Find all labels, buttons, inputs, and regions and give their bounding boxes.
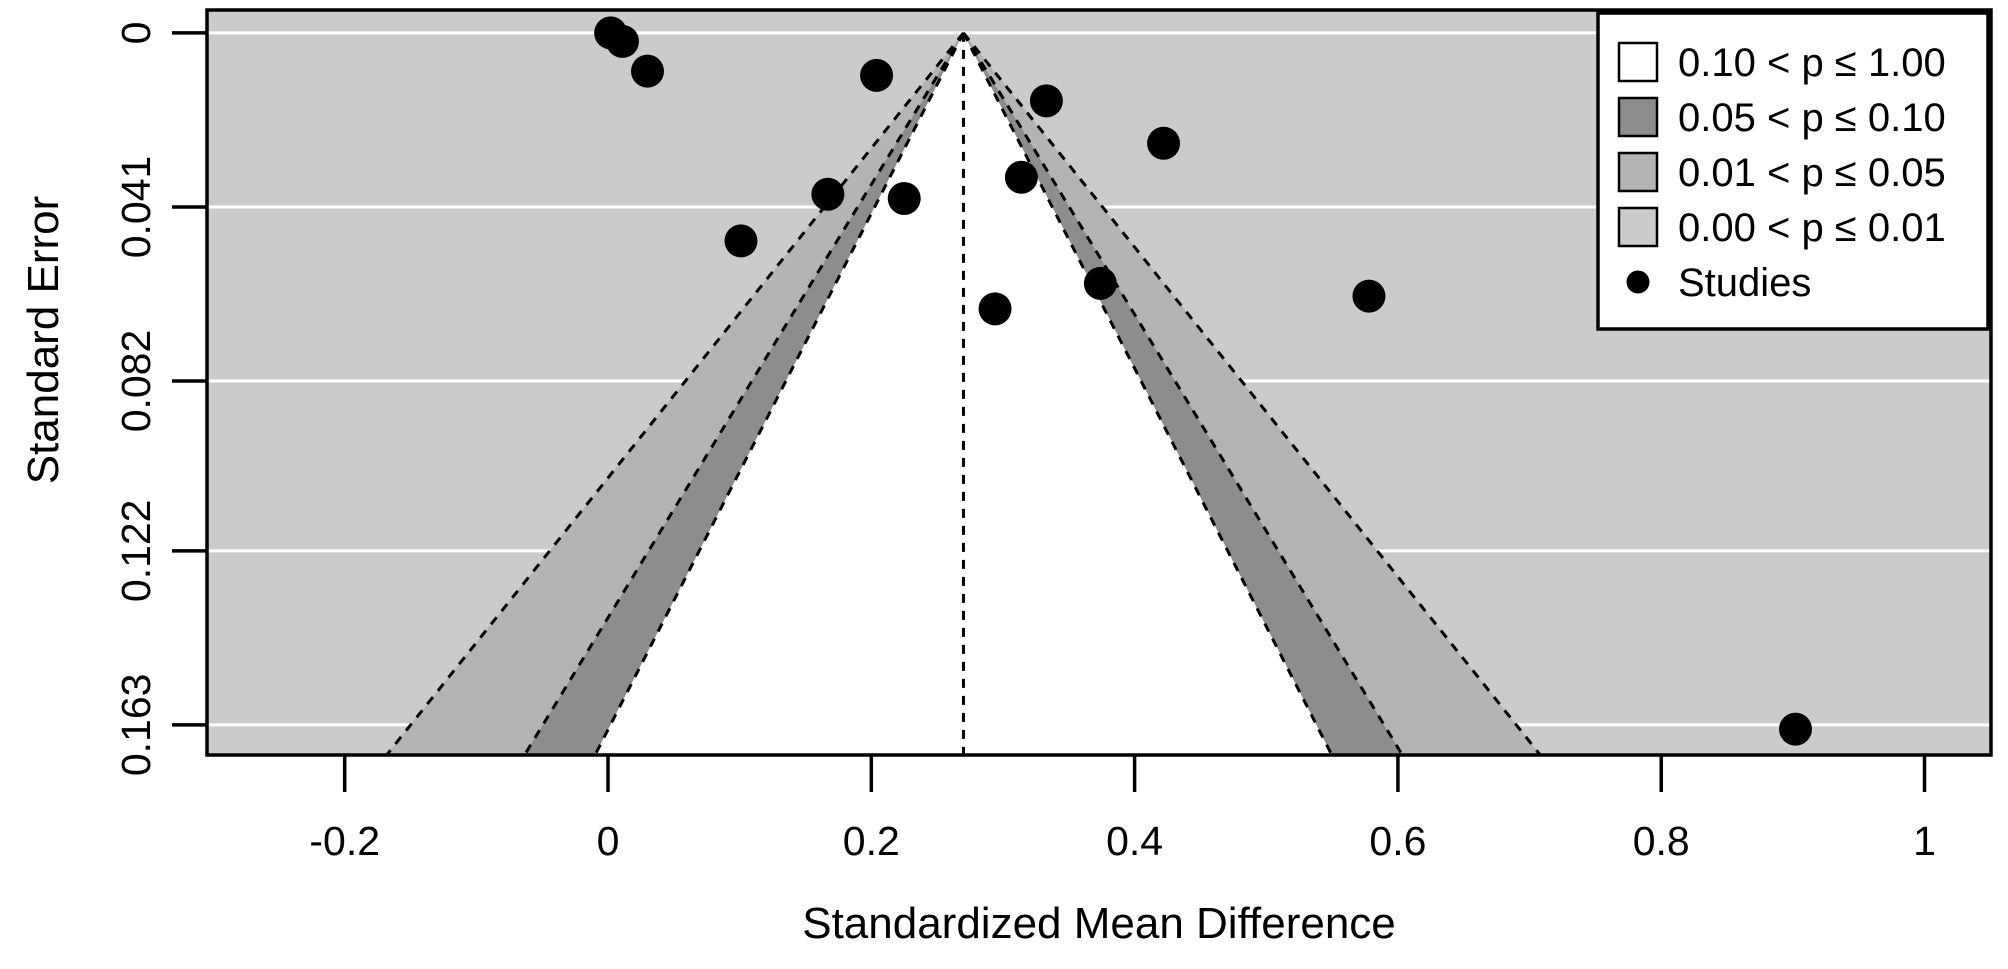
legend-swatch-icon <box>1617 151 1659 193</box>
x-axis-title: Standardized Mean Difference <box>802 899 1396 948</box>
contour-edge-line-p05-p10 <box>523 32 965 756</box>
legend-label: 0.01 < p ≤ 0.05 <box>1678 151 1946 195</box>
y-tick-label: 0.041 <box>113 156 159 259</box>
study-point <box>1029 84 1063 118</box>
y-axis-title: Standard Error <box>19 196 68 485</box>
contour-edge-line-p01-p05 <box>962 31 1542 756</box>
study-point <box>978 292 1012 326</box>
x-tick-label: 0.8 <box>1633 818 1690 864</box>
legend-label: 0.05 < p ≤ 0.10 <box>1678 96 1946 140</box>
study-point <box>1352 279 1386 313</box>
study-point <box>1004 160 1038 194</box>
x-tick-label: 0.2 <box>843 818 900 864</box>
legend-label: Studies <box>1678 261 1811 305</box>
study-point <box>1778 712 1812 746</box>
contour-edge-line-p01-p05 <box>385 31 965 756</box>
legend: 0.10 < p ≤ 1.00 0.05 < p ≤ 0.10 0.01 < p ≤… <box>1596 11 1990 331</box>
study-point <box>860 58 894 92</box>
x-tick-label: 0.6 <box>1369 818 1426 864</box>
x-axis: -0.2 0 0.2 0.4 0.6 0.8 1 <box>309 755 1936 864</box>
legend-label: 0.00 < p ≤ 0.01 <box>1678 206 1946 250</box>
study-point <box>605 24 639 58</box>
legend-swatch-icon <box>1617 41 1659 83</box>
y-tick-label: 0.163 <box>113 674 159 777</box>
x-tick-label: 0 <box>597 818 620 864</box>
study-point <box>887 181 921 215</box>
legend-box <box>1596 11 1990 331</box>
y-tick-label: 0.122 <box>113 500 159 603</box>
legend-dot-icon <box>1626 270 1650 294</box>
study-point <box>811 177 845 211</box>
y-axis: 0 0.041 0.082 0.122 0.163 <box>113 22 207 777</box>
study-points-layer <box>594 16 1812 746</box>
x-tick-label: 1 <box>1913 818 1936 864</box>
legend-swatch-icon <box>1617 206 1659 248</box>
x-tick-label: -0.2 <box>309 818 380 864</box>
y-tick-label: 0 <box>113 22 159 45</box>
y-tick-label: 0.082 <box>113 330 159 433</box>
x-tick-label: 0.4 <box>1106 818 1163 864</box>
legend-swatch-icon <box>1617 96 1659 138</box>
study-point <box>724 224 758 258</box>
contour-lines-layer <box>385 31 1542 756</box>
study-point <box>1083 266 1117 300</box>
study-point <box>1147 126 1181 160</box>
study-point <box>631 54 665 88</box>
contour-edge-line-p05-p10 <box>962 32 1404 756</box>
legend-label: 0.10 < p ≤ 1.00 <box>1678 41 1946 85</box>
